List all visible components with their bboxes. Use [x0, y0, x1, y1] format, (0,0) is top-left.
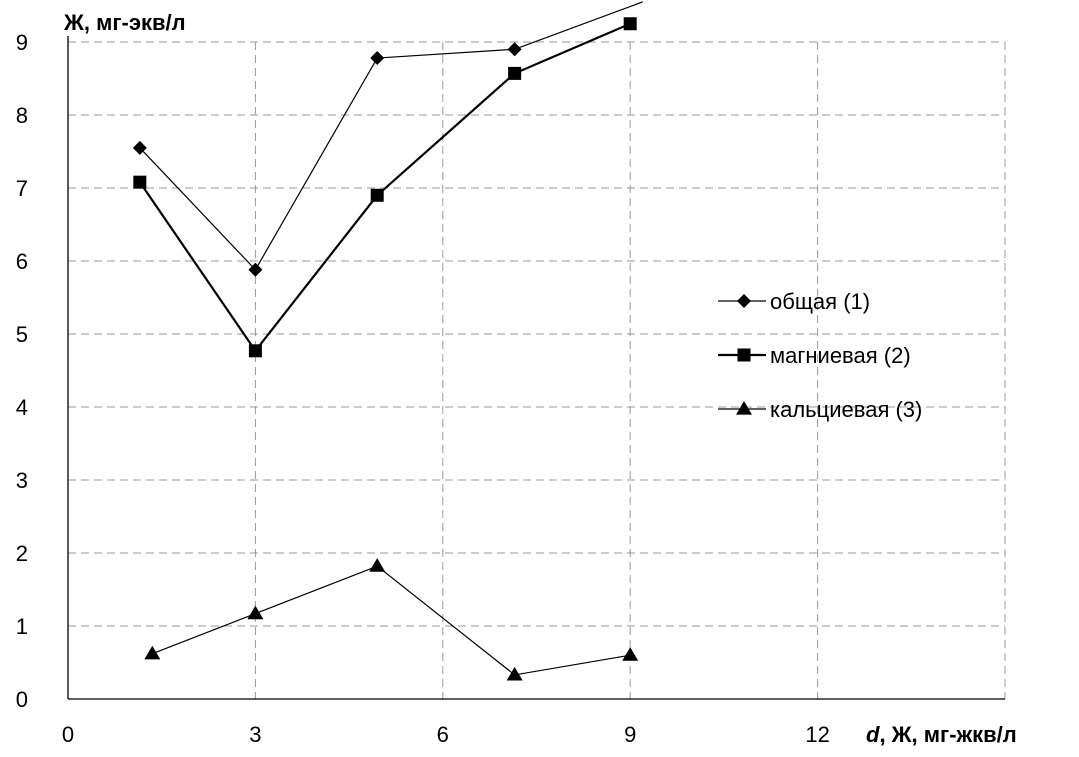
- triangle-marker: [622, 647, 639, 661]
- x-tick-label: 9: [624, 722, 636, 747]
- diamond-marker: [370, 51, 385, 66]
- series-line: [152, 565, 631, 676]
- legend-label: магниевая (2): [770, 343, 911, 368]
- series-2: [133, 17, 637, 358]
- x-tick-label: 12: [805, 722, 829, 747]
- diamond-marker: [248, 262, 263, 277]
- y-tick-label: 8: [16, 103, 28, 128]
- series-1: [132, 1, 643, 277]
- y-tick-label: 7: [16, 176, 28, 201]
- triangle-marker: [144, 645, 161, 660]
- series-3: [144, 558, 639, 681]
- y-tick-label: 4: [16, 395, 28, 420]
- square-marker: [370, 188, 384, 202]
- square-marker: [133, 175, 147, 189]
- triangle-marker: [247, 605, 264, 620]
- y-tick-label: 2: [16, 541, 28, 566]
- y-tick-label: 9: [16, 30, 28, 55]
- y-axis-title: Ж, мг-экв/л: [63, 10, 186, 35]
- y-tick-label: 1: [16, 614, 28, 639]
- diamond-marker: [132, 140, 147, 155]
- series: [132, 1, 643, 681]
- square-marker: [248, 344, 262, 358]
- legend: общая (1) магниевая (2) кальциевая (3): [718, 289, 922, 422]
- y-tick-label: 0: [16, 687, 28, 712]
- legend-item-2: магниевая (2): [718, 343, 911, 368]
- triangle-marker: [369, 558, 386, 572]
- legend-label: общая (1): [770, 289, 870, 314]
- legend-item-1: общая (1): [718, 289, 870, 314]
- x-tick-label: 0: [62, 722, 74, 747]
- triangle-marker: [506, 666, 523, 681]
- legend-item-3: кальциевая (3): [718, 397, 922, 422]
- grid: [68, 41, 1006, 699]
- x-tick-label: 3: [249, 722, 261, 747]
- x-axis-title-rest: , Ж, мг-жкв/л: [879, 722, 1016, 747]
- legend-diamond-marker: [737, 294, 751, 308]
- x-axis-title: d, Ж, мг-жкв/л: [866, 722, 1017, 747]
- series-line: [138, 22, 631, 353]
- square-marker: [623, 17, 637, 31]
- axes: [67, 36, 1005, 700]
- diamond-marker: [507, 42, 522, 57]
- square-marker: [508, 66, 522, 80]
- x-tick-label: 6: [437, 722, 449, 747]
- y-tick-label: 3: [16, 468, 28, 493]
- legend-triangle-marker: [736, 401, 752, 415]
- y-tick-label: 5: [16, 322, 28, 347]
- y-tick-label: 6: [16, 249, 28, 274]
- legend-label: кальциевая (3): [770, 397, 922, 422]
- legend-square-marker: [737, 348, 751, 362]
- x-axis-title-italic: d: [866, 722, 880, 747]
